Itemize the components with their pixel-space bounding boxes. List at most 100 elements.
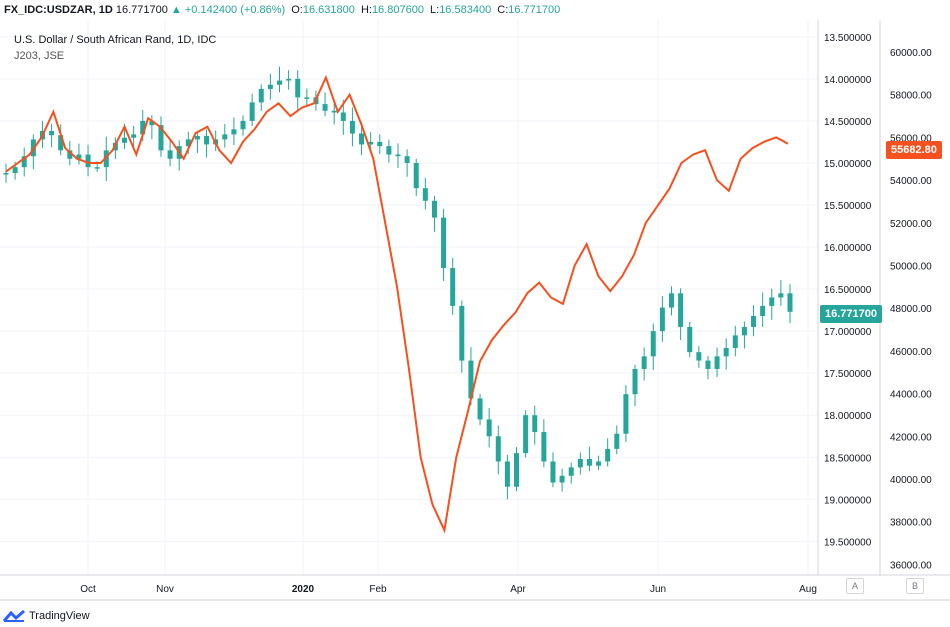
left-tick-label: 19.500000	[824, 537, 872, 548]
candle	[714, 347, 720, 377]
right-tick-label: 56000.00	[890, 133, 932, 144]
candle	[422, 178, 428, 210]
candle	[413, 158, 419, 197]
up-arrow-icon: ▲	[170, 4, 182, 16]
candle	[304, 88, 310, 107]
right-tick-label: 46000.00	[890, 347, 932, 358]
candle	[514, 447, 520, 492]
scale-a-button[interactable]: A	[846, 578, 864, 594]
candle	[641, 347, 647, 381]
low-value: 16.583400	[439, 4, 492, 16]
candle	[258, 84, 264, 111]
candle	[751, 305, 757, 337]
close-label: C:	[497, 4, 509, 16]
x-tick-label: Jun	[650, 584, 666, 595]
candle	[286, 70, 292, 90]
left-axis-ticks: 13.500000 14.000000 14.500000 15.000000 15.5…	[824, 33, 872, 549]
candle	[577, 452, 583, 475]
right-tick-label: 40000.00	[890, 475, 932, 486]
candle	[760, 292, 766, 328]
candle	[231, 117, 237, 146]
candle	[322, 92, 328, 117]
candle	[331, 103, 337, 125]
x-tick-label: Aug	[799, 584, 817, 595]
candle	[222, 124, 228, 148]
x-tick-label: 2020	[292, 584, 315, 595]
footer-brand[interactable]: TradingView	[2, 606, 90, 626]
candle	[550, 452, 556, 488]
left-tick-label: 15.000000	[824, 159, 872, 170]
candle	[678, 288, 684, 341]
candle	[741, 321, 747, 349]
open-value: 16.631800	[302, 4, 355, 16]
left-tick-label: 16.500000	[824, 285, 872, 296]
candle	[249, 93, 255, 127]
tradingview-logo-icon	[2, 609, 25, 622]
candle	[459, 300, 465, 373]
candle	[723, 338, 729, 370]
candle	[167, 140, 173, 167]
left-tick-label: 14.000000	[824, 75, 872, 86]
candle	[349, 107, 355, 147]
candle	[559, 468, 565, 492]
price-chart[interactable]: 13.500000 14.000000 14.500000 15.000000 15.5…	[0, 20, 950, 603]
candle	[295, 70, 301, 111]
low-label: L:	[430, 4, 440, 16]
candle	[431, 195, 437, 232]
brand-name: TradingView	[29, 610, 90, 622]
j203-series-line	[5, 74, 789, 534]
left-tick-label: 18.500000	[824, 453, 872, 464]
right-tick-label: 48000.00	[890, 304, 932, 315]
candle	[3, 163, 9, 183]
right-tick-label: 60000.00	[890, 48, 932, 59]
open-label: O:	[291, 4, 303, 16]
left-tick-label: 13.500000	[824, 33, 872, 44]
candle	[705, 356, 711, 380]
right-tick-label: 44000.00	[890, 390, 932, 401]
candle	[605, 438, 611, 467]
candle	[687, 321, 693, 358]
right-tick-label: 52000.00	[890, 219, 932, 230]
x-tick-label: Oct	[80, 584, 96, 595]
last-price: 16.771700	[115, 4, 168, 16]
candle	[523, 410, 529, 458]
candle	[668, 286, 674, 316]
x-tick-label: Nov	[156, 584, 174, 595]
left-tick-label: 17.500000	[824, 369, 872, 380]
right-tick-label: 38000.00	[890, 518, 932, 529]
left-tick-label: 18.000000	[824, 411, 872, 422]
candle	[404, 149, 410, 177]
left-tick-label: 15.500000	[824, 201, 872, 212]
chart-legend: U.S. Dollar / South African Rand, 1D, ID…	[14, 32, 216, 64]
candle	[76, 143, 82, 165]
x-axis-ticks: Oct Nov 2020 Feb Apr Jun Aug	[80, 584, 817, 595]
j203-price-badge: 55682.80	[886, 141, 942, 159]
candle	[532, 405, 538, 445]
candle	[769, 288, 775, 320]
right-tick-label: 54000.00	[890, 176, 932, 187]
close-value: 16.771700	[508, 4, 561, 16]
candle	[787, 284, 793, 324]
x-tick-label: Apr	[510, 584, 526, 595]
right-tick-label: 58000.00	[890, 91, 932, 102]
right-tick-label: 42000.00	[890, 432, 932, 443]
candle	[85, 144, 91, 177]
chart-grid	[0, 20, 818, 575]
candle	[732, 325, 738, 357]
left-tick-label: 19.000000	[824, 495, 872, 506]
scale-b-button[interactable]: B	[906, 578, 924, 594]
candle	[240, 115, 246, 136]
candle	[568, 462, 574, 484]
candle	[441, 208, 447, 282]
chart-title: U.S. Dollar / South African Rand, 1D, ID…	[14, 34, 217, 46]
axis-lines	[0, 20, 950, 601]
candle	[368, 132, 374, 149]
symbol-name[interactable]: FX_IDC:USDZAR, 1D	[4, 4, 113, 16]
candle	[267, 73, 273, 100]
candle	[204, 129, 210, 158]
candle	[450, 257, 456, 315]
high-value: 16.807600	[371, 4, 424, 16]
candle	[21, 147, 27, 177]
right-tick-label: 36000.00	[890, 560, 932, 571]
left-tick-label: 14.500000	[824, 117, 872, 128]
